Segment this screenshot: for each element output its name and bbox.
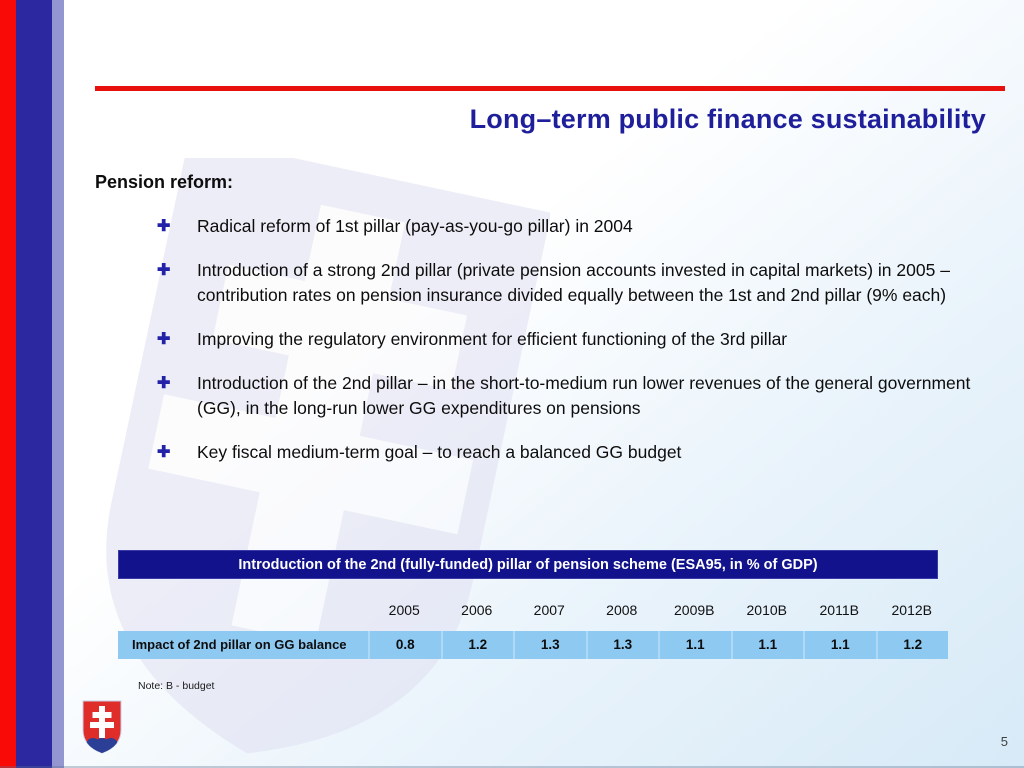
year-header: 2009B — [674, 602, 715, 618]
table-value: 1.3 — [513, 631, 586, 659]
list-item: ✚ Radical reform of 1st pillar (pay-as-y… — [157, 214, 989, 239]
year-header: 2007 — [533, 602, 565, 618]
table-value: 0.8 — [368, 631, 441, 659]
list-item: ✚ Introduction of the 2nd pillar – in th… — [157, 371, 989, 421]
plus-bullet-icon: ✚ — [157, 218, 171, 235]
plus-bullet-icon: ✚ — [157, 444, 171, 461]
plus-bullet-icon: ✚ — [157, 331, 171, 348]
slovak-coat-of-arms-icon — [82, 700, 122, 754]
list-item: ✚ Key fiscal medium-term goal – to reach… — [157, 440, 989, 465]
table-value: 1.1 — [658, 631, 731, 659]
table-value: 1.1 — [803, 631, 876, 659]
year-header: 2008 — [606, 602, 638, 618]
plus-bullet-icon: ✚ — [157, 375, 171, 392]
title-underline-rule — [95, 86, 1005, 91]
bullet-text: Key fiscal medium-term goal – to reach a… — [197, 442, 682, 462]
left-border-red-stripe — [0, 0, 16, 768]
year-header: 2005 — [388, 602, 420, 618]
table-value: 1.2 — [875, 631, 949, 659]
section-heading: Pension reform: — [95, 172, 234, 192]
year-header: 2011B — [819, 602, 859, 618]
plus-bullet-icon: ✚ — [157, 262, 171, 279]
list-item: ✚ Introduction of a strong 2nd pillar (p… — [157, 258, 989, 308]
table-value: 1.3 — [585, 631, 659, 659]
left-border-navy-stripe — [16, 0, 52, 768]
year-header: 2010B — [746, 602, 787, 618]
table-year-header-row: 2005 2006 2007 2008 2009B 2010B 2011B 20… — [118, 598, 948, 623]
slide-content-area: Long–term public finance sustainability … — [64, 0, 1024, 768]
list-item: ✚ Improving the regulatory environment f… — [157, 327, 989, 352]
table-footnote: Note: B - budget — [138, 680, 215, 692]
bullet-text: Radical reform of 1st pillar (pay-as-you… — [197, 216, 633, 236]
table-value: 1.2 — [440, 631, 514, 659]
slide-page-number: 5 — [1000, 734, 1008, 749]
year-header: 2006 — [461, 602, 493, 618]
table-row: Impact of 2nd pillar on GG balance 0.8 1… — [118, 631, 948, 659]
bullet-list: ✚ Radical reform of 1st pillar (pay-as-y… — [157, 214, 989, 465]
page-title: Long–term public finance sustainability — [469, 104, 986, 134]
slide-bottom-edge — [0, 766, 1024, 768]
bullet-text: Introduction of a strong 2nd pillar (pri… — [197, 260, 950, 305]
bullet-text: Introduction of the 2nd pillar – in the … — [197, 373, 971, 418]
table-value: 1.1 — [730, 631, 804, 659]
table-corner-cell — [118, 598, 368, 623]
bullet-text: Improving the regulatory environment for… — [197, 329, 788, 349]
left-border-periwinkle-stripe — [52, 0, 64, 768]
year-header: 2012B — [891, 602, 932, 618]
table-title-bar: Introduction of the 2nd (fully-funded) p… — [118, 550, 938, 579]
table-row-label: Impact of 2nd pillar on GG balance — [132, 637, 347, 652]
